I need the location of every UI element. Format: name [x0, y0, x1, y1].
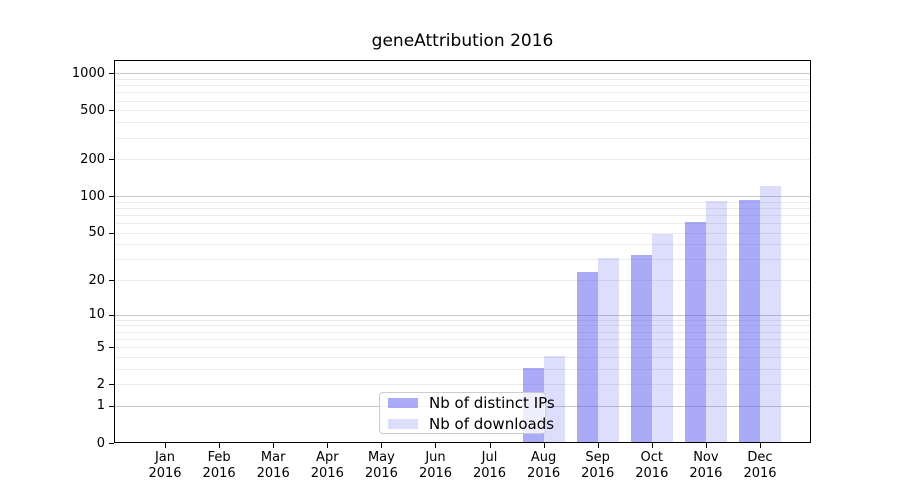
- gridline-minor-900: [115, 79, 810, 80]
- chart-title: geneAttribution 2016: [371, 31, 554, 51]
- x-tick-mark-dec: [760, 443, 761, 448]
- gridline-major-10: [115, 314, 810, 316]
- y-tick-label-1: 1: [96, 398, 105, 414]
- y-tick-mark-0: [109, 443, 114, 444]
- gridline-minor-800: [115, 85, 810, 87]
- gridline-minor-200: [115, 159, 810, 161]
- gridline-minor-8: [115, 325, 810, 327]
- x-tick-label-jan: Jan 2016: [148, 450, 182, 481]
- y-tick-label-200: 200: [80, 151, 105, 167]
- bar-downloads-oct: [651, 233, 673, 442]
- x-tick-label-may: May 2016: [364, 450, 398, 481]
- bar-downloads-nov: [705, 201, 727, 442]
- x-tick-mark-aug: [544, 443, 545, 448]
- legend-label-distinct-ips: Nb of distinct IPs: [429, 393, 555, 412]
- gridline-minor-20: [115, 280, 810, 282]
- plot-area: [114, 60, 811, 443]
- gridline-minor-50: [115, 232, 810, 234]
- y-tick-mark-1: [109, 406, 114, 407]
- x-tick-label-feb: Feb 2016: [202, 450, 236, 481]
- x-tick-label-aug: Aug 2016: [527, 450, 561, 481]
- gridline-minor-600: [115, 100, 810, 102]
- y-tick-label-2: 2: [96, 376, 105, 392]
- y-tick-label-20: 20: [88, 272, 105, 288]
- x-tick-mark-mar: [273, 443, 274, 448]
- gridline-minor-3: [115, 368, 810, 370]
- gridline-minor-30: [115, 259, 810, 261]
- legend: Nb of distinct IPs Nb of downloads: [379, 392, 555, 434]
- y-tick-label-100: 100: [80, 188, 105, 204]
- y-tick-mark-10: [109, 315, 114, 316]
- gridline-minor-400: [115, 122, 810, 124]
- y-tick-mark-50: [109, 233, 114, 234]
- y-tick-label-0: 0: [96, 435, 105, 451]
- bar-distinct-ips-nov: [684, 222, 706, 442]
- x-tick-label-oct: Oct 2016: [635, 450, 669, 481]
- gridline-minor-500: [115, 110, 810, 112]
- legend-label-downloads: Nb of downloads: [429, 414, 555, 433]
- gridline-major-1000: [115, 73, 810, 75]
- legend-swatch-distinct-ips-icon: [388, 397, 418, 408]
- gridline-minor-70: [115, 214, 810, 216]
- y-tick-mark-200: [109, 159, 114, 160]
- bar-downloads-aug: [543, 355, 565, 442]
- bar-downloads-dec: [760, 186, 781, 442]
- x-tick-label-jun: Jun 2016: [418, 450, 453, 481]
- x-tick-label-apr: Apr 2016: [310, 450, 344, 481]
- x-tick-mark-nov: [706, 443, 707, 448]
- gridline-minor-4: [115, 356, 810, 358]
- y-tick-mark-1000: [109, 73, 114, 74]
- gridline-minor-700: [115, 92, 810, 94]
- y-tick-label-5: 5: [96, 339, 105, 355]
- y-tick-mark-500: [109, 110, 114, 111]
- x-tick-mark-apr: [327, 443, 328, 448]
- y-tick-mark-100: [109, 196, 114, 197]
- gridline-minor-60: [115, 223, 810, 224]
- y-tick-label-50: 50: [88, 225, 105, 241]
- legend-item-distinct-ips: Nb of distinct IPs: [388, 394, 555, 412]
- y-tick-mark-2: [109, 384, 114, 385]
- x-tick-mark-jul: [490, 443, 491, 448]
- y-tick-mark-20: [109, 280, 114, 281]
- gridline-minor-40: [115, 244, 810, 246]
- x-tick-mark-may: [381, 443, 382, 448]
- x-tick-label-sep: Sep 2016: [581, 450, 615, 481]
- x-tick-label-nov: Nov 2016: [689, 450, 723, 481]
- gridline-minor-2: [115, 384, 810, 386]
- bar-downloads-sep: [597, 258, 619, 442]
- x-tick-mark-jan: [165, 443, 166, 448]
- gridline-minor-5: [115, 347, 810, 349]
- legend-item-downloads: Nb of downloads: [388, 415, 554, 433]
- x-tick-label-dec: Dec 2016: [743, 450, 777, 481]
- y-tick-label-1000: 1000: [71, 65, 105, 81]
- gridline-minor-80: [115, 207, 810, 209]
- x-tick-label-mar: Mar 2016: [256, 450, 290, 481]
- bar-distinct-ips-oct: [630, 254, 652, 442]
- x-tick-mark-oct: [652, 443, 653, 448]
- bar-distinct-ips-sep: [576, 272, 598, 442]
- x-tick-label-jul: Jul 2016: [472, 450, 507, 481]
- legend-swatch-downloads-icon: [388, 418, 418, 429]
- gridline-minor-7: [115, 331, 810, 333]
- x-tick-mark-feb: [219, 443, 220, 448]
- y-tick-label-500: 500: [80, 102, 105, 118]
- gridline-minor-300: [115, 137, 810, 139]
- x-tick-mark-jun: [435, 443, 436, 448]
- gridline-minor-9: [115, 319, 810, 321]
- bar-distinct-ips-dec: [739, 199, 760, 442]
- gridline-minor-90: [115, 201, 810, 203]
- y-tick-mark-5: [109, 347, 114, 348]
- x-tick-mark-sep: [598, 443, 599, 448]
- gridline-major-100: [115, 196, 810, 198]
- gridline-minor-6: [115, 338, 810, 340]
- y-tick-label-10: 10: [88, 307, 105, 323]
